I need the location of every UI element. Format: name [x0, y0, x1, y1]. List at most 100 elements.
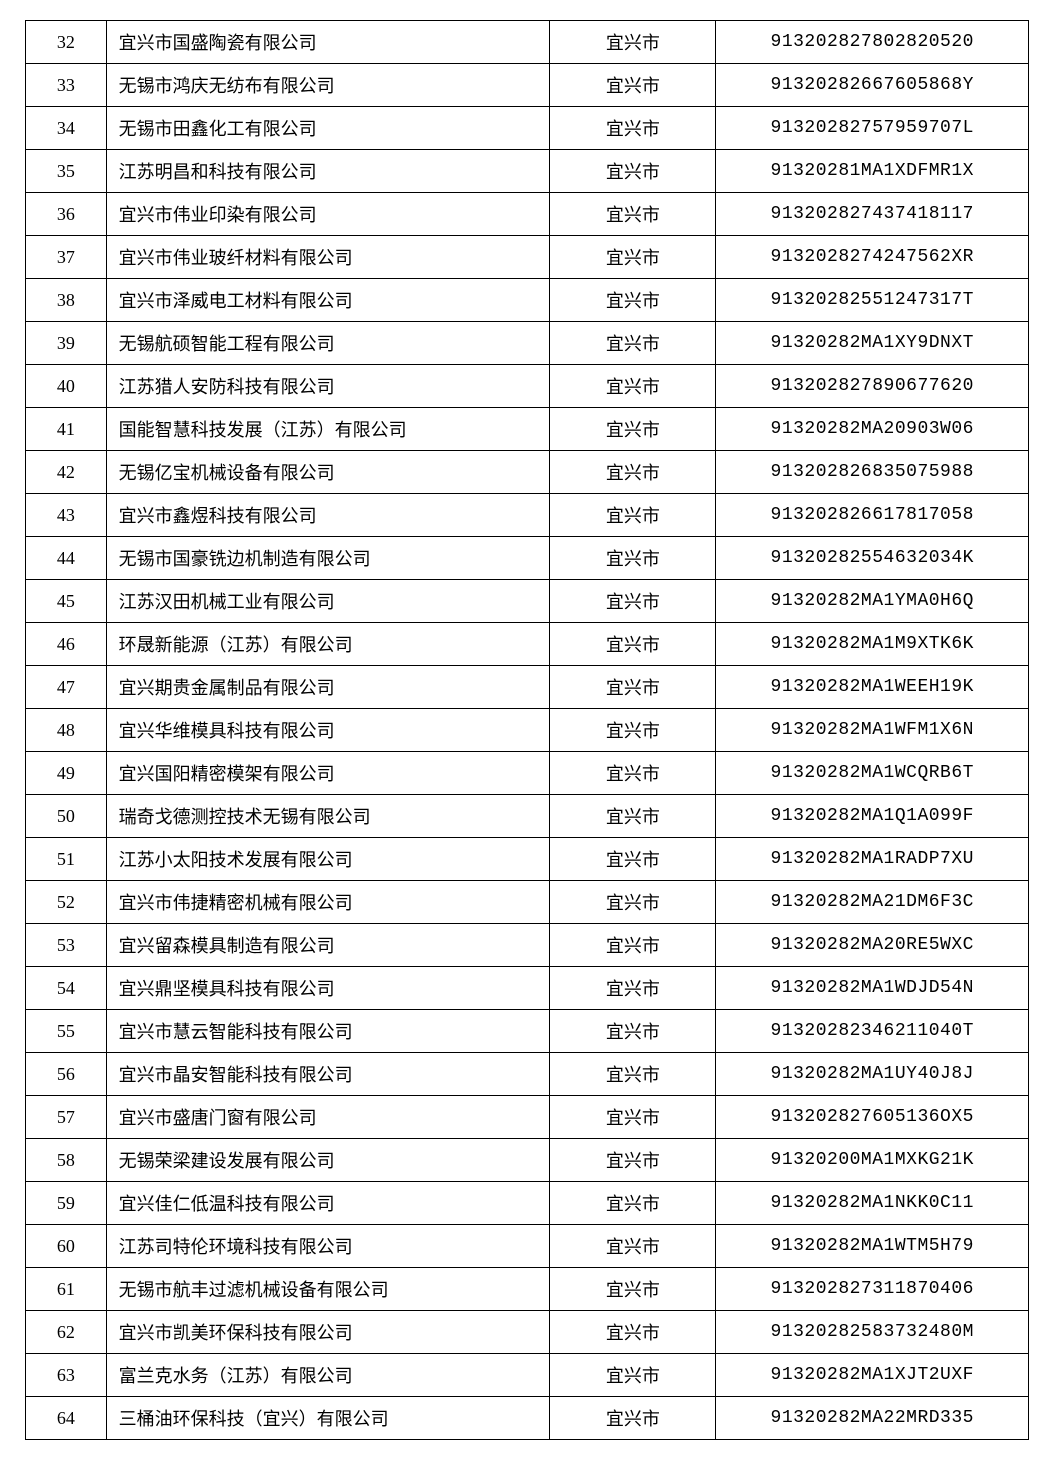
- row-index: 57: [26, 1096, 107, 1139]
- credit-code: 91320282667605868Y: [716, 64, 1029, 107]
- row-index: 53: [26, 924, 107, 967]
- city: 宜兴市: [550, 795, 716, 838]
- company-name: 无锡航硕智能工程有限公司: [106, 322, 550, 365]
- table-row: 41国能智慧科技发展（江苏）有限公司宜兴市91320282MA20903W06: [26, 408, 1029, 451]
- city: 宜兴市: [550, 408, 716, 451]
- row-index: 44: [26, 537, 107, 580]
- city: 宜兴市: [550, 279, 716, 322]
- city: 宜兴市: [550, 1354, 716, 1397]
- row-index: 49: [26, 752, 107, 795]
- credit-code: 91320282583732480M: [716, 1311, 1029, 1354]
- table-row: 57宜兴市盛唐门窗有限公司宜兴市913202827605136OX5: [26, 1096, 1029, 1139]
- row-index: 55: [26, 1010, 107, 1053]
- row-index: 34: [26, 107, 107, 150]
- company-name: 江苏司特伦环境科技有限公司: [106, 1225, 550, 1268]
- credit-code: 91320282MA22MRD335: [716, 1397, 1029, 1440]
- company-name: 宜兴留森模具制造有限公司: [106, 924, 550, 967]
- table-row: 35江苏明昌和科技有限公司宜兴市91320281MA1XDFMR1X: [26, 150, 1029, 193]
- credit-code: 913202826617817058: [716, 494, 1029, 537]
- table-row: 60江苏司特伦环境科技有限公司宜兴市91320282MA1WTM5H79: [26, 1225, 1029, 1268]
- table-row: 47宜兴期贵金属制品有限公司宜兴市91320282MA1WEEH19K: [26, 666, 1029, 709]
- table-row: 59宜兴佳仁低温科技有限公司宜兴市91320282MA1NKK0C11: [26, 1182, 1029, 1225]
- credit-code: 91320282MA1NKK0C11: [716, 1182, 1029, 1225]
- table-row: 64三桶油环保科技（宜兴）有限公司宜兴市91320282MA22MRD335: [26, 1397, 1029, 1440]
- table-row: 52宜兴市伟捷精密机械有限公司宜兴市91320282MA21DM6F3C: [26, 881, 1029, 924]
- city: 宜兴市: [550, 1139, 716, 1182]
- row-index: 48: [26, 709, 107, 752]
- city: 宜兴市: [550, 1010, 716, 1053]
- row-index: 56: [26, 1053, 107, 1096]
- company-name: 江苏汉田机械工业有限公司: [106, 580, 550, 623]
- row-index: 37: [26, 236, 107, 279]
- company-name: 无锡荣梁建设发展有限公司: [106, 1139, 550, 1182]
- credit-code: 9132028274247562XR: [716, 236, 1029, 279]
- company-name: 宜兴鼎坚模具科技有限公司: [106, 967, 550, 1010]
- credit-code: 91320282MA21DM6F3C: [716, 881, 1029, 924]
- row-index: 38: [26, 279, 107, 322]
- city: 宜兴市: [550, 107, 716, 150]
- row-index: 61: [26, 1268, 107, 1311]
- city: 宜兴市: [550, 881, 716, 924]
- table-row: 42无锡亿宝机械设备有限公司宜兴市913202826835075988: [26, 451, 1029, 494]
- table-row: 62宜兴市凯美环保科技有限公司宜兴市91320282583732480M: [26, 1311, 1029, 1354]
- credit-code: 91320281MA1XDFMR1X: [716, 150, 1029, 193]
- table-row: 44无锡市国豪铣边机制造有限公司宜兴市91320282554632034K: [26, 537, 1029, 580]
- city: 宜兴市: [550, 1397, 716, 1440]
- row-index: 50: [26, 795, 107, 838]
- row-index: 64: [26, 1397, 107, 1440]
- row-index: 58: [26, 1139, 107, 1182]
- table-row: 46环晟新能源（江苏）有限公司宜兴市91320282MA1M9XTK6K: [26, 623, 1029, 666]
- table-body: 32宜兴市国盛陶瓷有限公司宜兴市91320282780282052033无锡市鸿…: [26, 21, 1029, 1440]
- city: 宜兴市: [550, 451, 716, 494]
- table-row: 32宜兴市国盛陶瓷有限公司宜兴市913202827802820520: [26, 21, 1029, 64]
- city: 宜兴市: [550, 1311, 716, 1354]
- company-name: 宜兴佳仁低温科技有限公司: [106, 1182, 550, 1225]
- table-row: 40江苏猎人安防科技有限公司宜兴市913202827890677620: [26, 365, 1029, 408]
- table-row: 63富兰克水务（江苏）有限公司宜兴市91320282MA1XJT2UXF: [26, 1354, 1029, 1397]
- credit-code: 91320282MA1WEEH19K: [716, 666, 1029, 709]
- city: 宜兴市: [550, 21, 716, 64]
- company-name: 宜兴市晶安智能科技有限公司: [106, 1053, 550, 1096]
- credit-code: 91320282MA1XJT2UXF: [716, 1354, 1029, 1397]
- table-row: 61无锡市航丰过滤机械设备有限公司宜兴市913202827311870406: [26, 1268, 1029, 1311]
- company-name: 宜兴国阳精密模架有限公司: [106, 752, 550, 795]
- city: 宜兴市: [550, 1225, 716, 1268]
- company-name: 无锡市鸿庆无纺布有限公司: [106, 64, 550, 107]
- table-row: 43宜兴市鑫煜科技有限公司宜兴市913202826617817058: [26, 494, 1029, 537]
- credit-code: 91320282MA20903W06: [716, 408, 1029, 451]
- company-table: 32宜兴市国盛陶瓷有限公司宜兴市91320282780282052033无锡市鸿…: [25, 20, 1029, 1440]
- table-row: 38宜兴市泽威电工材料有限公司宜兴市91320282551247317T: [26, 279, 1029, 322]
- company-name: 环晟新能源（江苏）有限公司: [106, 623, 550, 666]
- row-index: 40: [26, 365, 107, 408]
- row-index: 46: [26, 623, 107, 666]
- company-name: 无锡市田鑫化工有限公司: [106, 107, 550, 150]
- row-index: 47: [26, 666, 107, 709]
- table-row: 49宜兴国阳精密模架有限公司宜兴市91320282MA1WCQRB6T: [26, 752, 1029, 795]
- row-index: 45: [26, 580, 107, 623]
- row-index: 39: [26, 322, 107, 365]
- table-row: 37宜兴市伟业玻纤材料有限公司宜兴市9132028274247562XR: [26, 236, 1029, 279]
- row-index: 43: [26, 494, 107, 537]
- row-index: 36: [26, 193, 107, 236]
- company-name: 国能智慧科技发展（江苏）有限公司: [106, 408, 550, 451]
- city: 宜兴市: [550, 666, 716, 709]
- credit-code: 91320282551247317T: [716, 279, 1029, 322]
- company-name: 江苏猎人安防科技有限公司: [106, 365, 550, 408]
- city: 宜兴市: [550, 1096, 716, 1139]
- row-index: 52: [26, 881, 107, 924]
- credit-code: 91320282MA1WCQRB6T: [716, 752, 1029, 795]
- credit-code: 91320282MA1Q1A099F: [716, 795, 1029, 838]
- row-index: 51: [26, 838, 107, 881]
- company-name: 江苏明昌和科技有限公司: [106, 150, 550, 193]
- table-row: 56宜兴市晶安智能科技有限公司宜兴市91320282MA1UY40J8J: [26, 1053, 1029, 1096]
- table-row: 50瑞奇戈德测控技术无锡有限公司宜兴市91320282MA1Q1A099F: [26, 795, 1029, 838]
- credit-code: 91320282MA1M9XTK6K: [716, 623, 1029, 666]
- credit-code: 91320282MA1WFM1X6N: [716, 709, 1029, 752]
- city: 宜兴市: [550, 752, 716, 795]
- credit-code: 91320282MA1UY40J8J: [716, 1053, 1029, 1096]
- company-name: 宜兴市国盛陶瓷有限公司: [106, 21, 550, 64]
- city: 宜兴市: [550, 838, 716, 881]
- credit-code: 91320282MA1RADP7XU: [716, 838, 1029, 881]
- city: 宜兴市: [550, 1053, 716, 1096]
- company-name: 宜兴市伟业印染有限公司: [106, 193, 550, 236]
